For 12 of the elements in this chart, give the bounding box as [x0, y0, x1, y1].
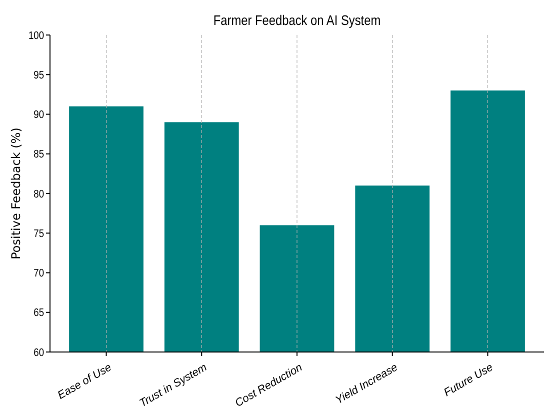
- y-tick-label: 100: [28, 30, 44, 42]
- y-tick-label: 60: [34, 347, 44, 360]
- y-tick-label: 80: [34, 188, 44, 201]
- y-axis-title: Positive Feedback (%): [9, 128, 23, 260]
- y-tick-label: 85: [34, 149, 44, 161]
- y-tick-label: 65: [34, 308, 44, 320]
- y-tick-label: 90: [34, 109, 44, 122]
- chart-title: Farmer Feedback on AI System: [213, 12, 381, 28]
- y-tick-label: 75: [34, 228, 44, 240]
- x-tick-label: Ease of Use: [56, 362, 114, 402]
- y-tick-label: 95: [34, 70, 44, 82]
- y-tick-label: 70: [34, 268, 44, 280]
